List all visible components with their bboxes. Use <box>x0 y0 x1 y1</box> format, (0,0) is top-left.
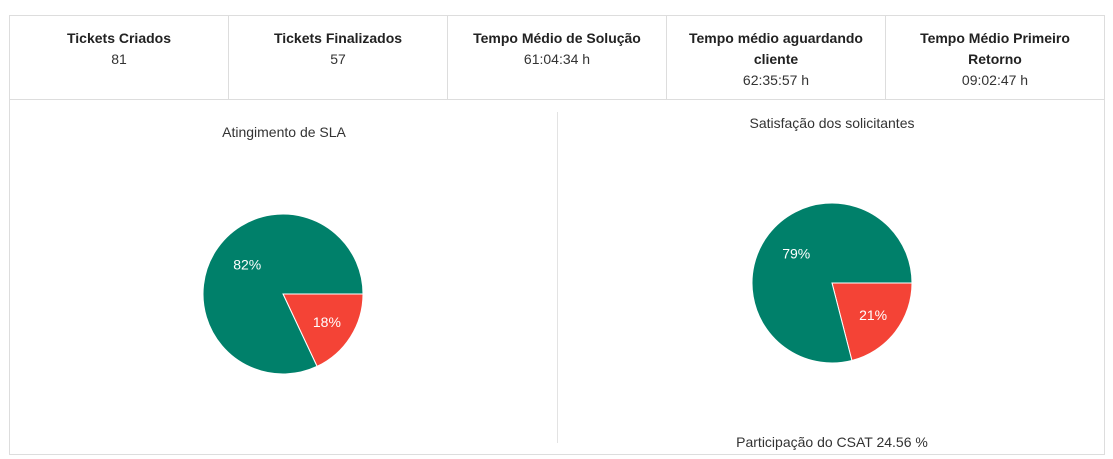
csat-chart-title: Satisfação dos solicitantes <box>749 115 915 131</box>
stats-row: Tickets Criados 81 Tickets Finalizados 5… <box>10 16 1104 100</box>
stat-tickets-finalizados: Tickets Finalizados 57 <box>229 16 448 99</box>
csat-label-0: 79% <box>782 245 810 261</box>
stat-value: 57 <box>330 51 346 67</box>
chart-divider <box>557 112 558 443</box>
csat-label-1: 21% <box>859 307 887 323</box>
stat-label: Tempo médio aguardando cliente <box>689 30 863 67</box>
sla-label-0: 82% <box>233 256 261 272</box>
csat-pie-chart: 21% 79% <box>751 202 913 364</box>
sla-slice-1 <box>282 293 364 368</box>
stat-label: Tickets Criados <box>66 30 171 46</box>
stat-value: 09:02:47 h <box>961 72 1029 88</box>
stat-value: 62:35:57 h <box>742 72 810 88</box>
stat-tickets-criados: Tickets Criados 81 <box>10 16 229 99</box>
stat-label: Tickets Finalizados <box>273 30 403 46</box>
sla-pie-chart: 18% 82% <box>202 213 364 375</box>
stat-tempo-medio-solucao: Tempo Médio de Solução 61:04:34 h <box>448 16 667 99</box>
stat-value: 61:04:34 h <box>523 51 591 67</box>
stat-label: Tempo Médio Primeiro Retorno <box>920 30 1070 67</box>
csat-participation-note: Participação do CSAT 24.56 % <box>736 434 928 450</box>
sla-label-1: 18% <box>313 314 341 330</box>
dashboard-panel: Tickets Criados 81 Tickets Finalizados 5… <box>9 15 1105 455</box>
stat-value: 81 <box>111 51 127 67</box>
sla-slice-0 <box>202 213 364 375</box>
stat-tempo-aguardando-cliente: Tempo médio aguardando cliente 62:35:57 … <box>667 16 886 99</box>
stat-tempo-primeiro-retorno: Tempo Médio Primeiro Retorno 09:02:47 h <box>886 16 1104 99</box>
csat-slice-0 <box>751 202 913 364</box>
csat-slice-1 <box>831 282 913 362</box>
stat-label: Tempo Médio de Solução <box>473 30 641 46</box>
sla-chart-title: Atingimento de SLA <box>222 124 346 140</box>
